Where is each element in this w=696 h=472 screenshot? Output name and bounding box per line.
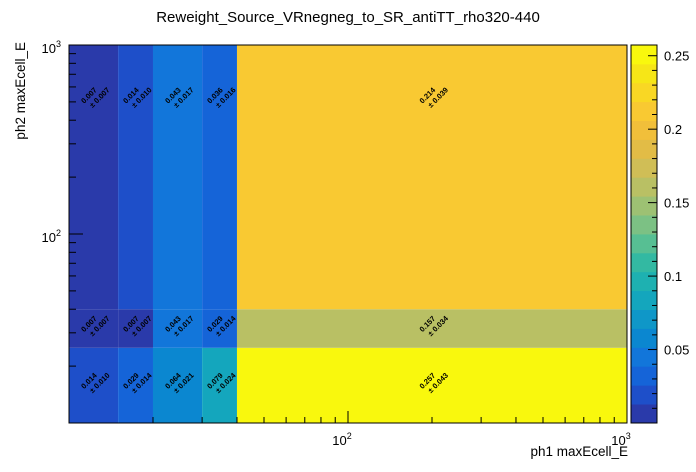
heatmap-cell <box>118 309 153 348</box>
heatmap-cell <box>152 45 203 310</box>
color-scale-label: 0.15 <box>664 196 689 211</box>
color-scale-swatch <box>631 347 657 367</box>
color-scale-swatch <box>631 385 657 405</box>
color-scale-swatch <box>631 234 657 254</box>
heatmap-cell <box>69 309 119 348</box>
color-scale-label: 0.1 <box>664 269 682 284</box>
color-scale-swatch <box>631 328 657 348</box>
heatmap-cell <box>236 309 627 348</box>
color-scale-swatch <box>631 177 657 197</box>
heatmap-cell <box>202 347 237 423</box>
y-tick-label: 102 <box>42 228 61 245</box>
heatmap-cell <box>202 45 237 310</box>
heatmap-cell <box>202 309 237 348</box>
heatmap-cell <box>69 45 119 310</box>
color-scale-swatch <box>631 63 657 84</box>
heatmap-cell <box>118 45 153 310</box>
color-scale-swatch <box>631 252 657 273</box>
color-scale-swatch <box>631 82 657 103</box>
color-scale-label: 0.25 <box>664 49 689 64</box>
color-scale-swatch <box>631 139 657 159</box>
heatmap-cell <box>236 347 627 423</box>
color-scale-swatch <box>631 101 657 121</box>
heatmap-cell <box>236 45 627 310</box>
color-scale-swatch <box>631 45 657 65</box>
color-scale-frame <box>630 44 658 424</box>
heatmap-cell <box>69 347 119 423</box>
x-axis-label: ph1 maxEcell_E <box>530 444 628 459</box>
heatmap-cells <box>69 45 627 423</box>
color-scale-label: 0.05 <box>664 343 689 358</box>
color-scale-swatch <box>631 215 657 235</box>
heatmap-cell <box>118 347 153 423</box>
color-scale-swatch <box>631 158 657 178</box>
color-scale-swatch <box>631 196 657 216</box>
color-scale-bar <box>630 44 658 424</box>
color-scale-swatch <box>631 309 657 329</box>
color-scale-swatch <box>631 290 657 310</box>
chart-title: Reweight_Source_VRnegneg_to_SR_antiTT_rh… <box>156 9 540 26</box>
heatmap-cell <box>152 309 203 348</box>
color-scale-swatch <box>631 366 657 386</box>
heatmap-cell <box>152 347 203 423</box>
color-scale-swatch <box>631 271 657 292</box>
color-scale-swatch <box>631 404 657 424</box>
y-axis-label: ph2 maxEcell_E <box>13 42 28 140</box>
color-scale-ticks: 0.05 0.1 0.15 0.2 0.25 <box>648 49 689 409</box>
color-scale-label: 0.2 <box>664 122 682 137</box>
y-tick-label: 103 <box>42 39 61 56</box>
x-tick-label: 102 <box>332 431 351 448</box>
color-scale-swatch <box>631 120 657 140</box>
